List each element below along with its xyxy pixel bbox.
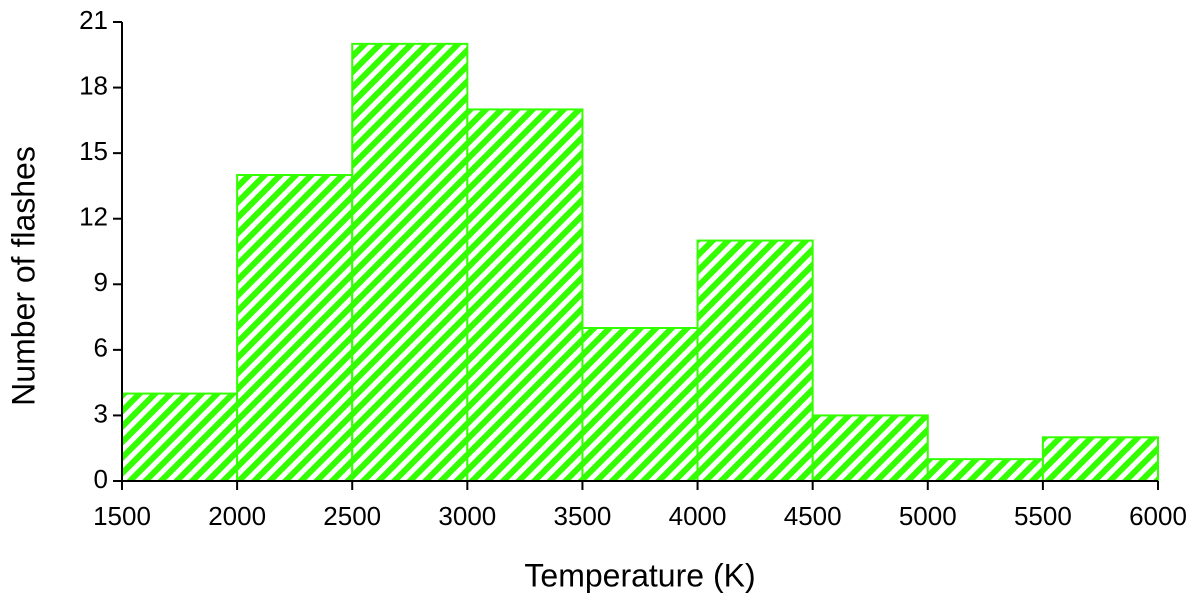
bar: [236, 174, 354, 482]
x-tick-label: 4000: [669, 501, 727, 531]
bar: [1041, 436, 1160, 482]
y-tick-label: 15: [79, 136, 108, 166]
bar: [121, 392, 239, 483]
x-tick-label: 3000: [438, 501, 496, 531]
x-tick-label: 2000: [208, 501, 266, 531]
y-tick-label: 12: [79, 202, 108, 232]
y-axis-title: Number of flashes: [5, 146, 41, 406]
x-tick-label: 6000: [1129, 501, 1187, 531]
y-tick-label: 6: [94, 333, 108, 363]
bar: [811, 414, 929, 482]
y-tick-label: 0: [94, 464, 108, 494]
x-tick-label: 5000: [899, 501, 957, 531]
bar: [696, 239, 814, 482]
y-tick-label: 18: [79, 70, 108, 100]
x-tick-label: 4500: [784, 501, 842, 531]
x-tick-label: 3500: [554, 501, 612, 531]
bar: [581, 327, 699, 482]
y-tick-label: 3: [94, 398, 108, 428]
y-tick-label: 9: [94, 267, 108, 297]
bar: [351, 42, 469, 482]
x-tick-label: 5500: [1014, 501, 1072, 531]
bar: [466, 108, 584, 483]
x-axis-title: Temperature (K): [524, 557, 755, 593]
y-tick-label: 21: [79, 5, 108, 35]
x-tick-label: 2500: [323, 501, 381, 531]
bar: [926, 458, 1044, 482]
x-tick-label: 1500: [93, 501, 151, 531]
